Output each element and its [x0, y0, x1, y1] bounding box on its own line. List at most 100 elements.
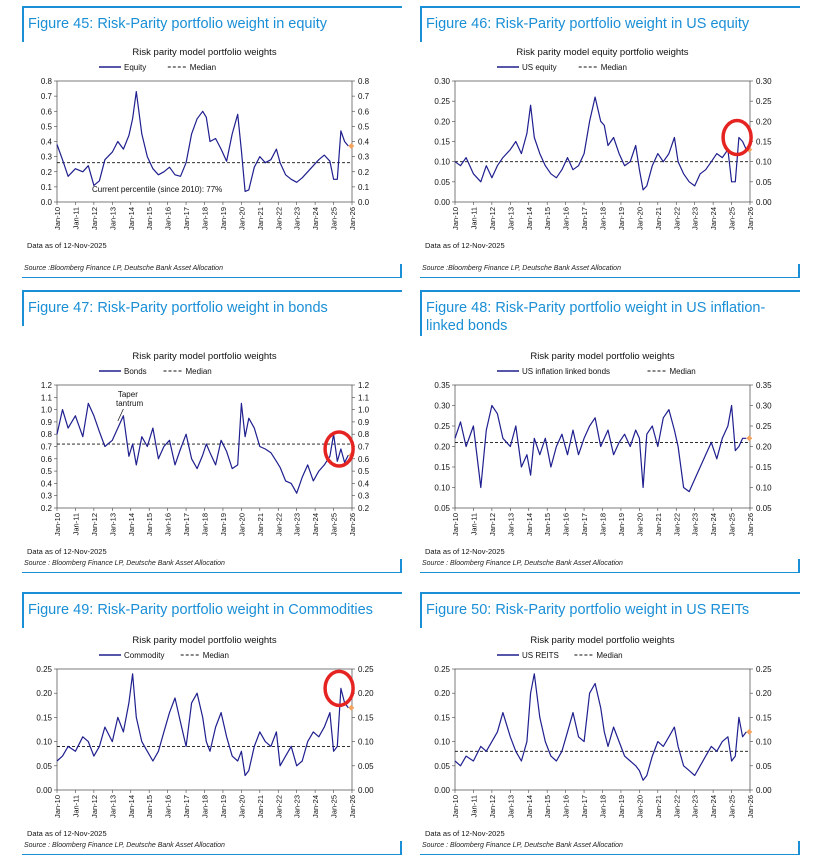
y-tick-label-right: 0.00: [358, 786, 374, 795]
source-rule: [420, 572, 800, 573]
y-tick-label-right: 0.05: [756, 762, 772, 771]
y-tick-label-right: 0.05: [756, 178, 772, 187]
x-tick-label: Jan-16: [562, 795, 571, 818]
y-tick-label-left: 0.5: [41, 467, 53, 476]
x-tick-label: Jan-24: [709, 795, 718, 818]
x-tick-label: Jan-20: [237, 207, 246, 230]
panel-left-rule: [420, 592, 422, 628]
highlight-circle: [721, 118, 753, 157]
chart-title: Risk parity model portfolio weights: [132, 47, 276, 58]
source-rule-tick: [400, 264, 402, 278]
y-tick-label-right: 0.10: [756, 738, 772, 747]
y-tick-label-left: 0.20: [434, 689, 450, 698]
x-tick-label: Jan-17: [580, 513, 589, 536]
y-tick-label-left: 0.10: [36, 738, 52, 747]
highlight-circle: [323, 669, 355, 708]
x-tick-label: Jan-24: [709, 513, 718, 536]
x-tick-label: Jan-15: [145, 795, 154, 818]
annotation-arrow: [117, 408, 124, 422]
series-line-bonds: [56, 402, 349, 494]
panel-left-rule: [22, 6, 24, 42]
x-tick-label: Jan-10: [451, 207, 460, 230]
y-tick-label-right: 0.7: [358, 92, 370, 101]
x-tick-label: Jan-11: [71, 795, 80, 817]
x-tick-label: Jan-25: [728, 795, 737, 818]
x-tick-label: Jan-13: [506, 207, 515, 230]
plot-frame: [454, 384, 751, 509]
legend-series-label: US equity: [522, 63, 557, 72]
y-tick-label-left: 0.20: [434, 443, 450, 452]
x-tick-label: Jan-21: [256, 795, 265, 818]
y-tick-label-right: 0.15: [756, 713, 772, 722]
x-tick-label: Jan-19: [617, 795, 626, 818]
legend-series-label: US inflation linked bonds: [522, 367, 610, 376]
y-tick-label-right: 0.10: [756, 484, 772, 493]
chart-svg: Risk parity model equity portfolio weigh…: [425, 47, 772, 250]
chart-svg: Risk parity model portfolio weights 0.2 0.…: [27, 351, 370, 556]
plot-frame: [454, 80, 751, 203]
figure-title: Figure 45: Risk-Parity portfolio weight …: [28, 16, 327, 32]
x-tick-label: Jan-26: [348, 513, 357, 536]
x-tick-label: Jan-21: [654, 207, 663, 230]
figure-title: Figure 50: Risk-Parity portfolio weight …: [426, 602, 750, 618]
panel-top-rule: [420, 6, 800, 8]
source-note: Source : Bloomberg Finance LP, Deutsche …: [24, 560, 225, 567]
last-value-marker: [746, 728, 753, 735]
x-tick-label: Jan-21: [256, 207, 265, 230]
y-tick-label-left: 0.35: [434, 381, 450, 390]
y-tick-label-right: 0.4: [358, 138, 370, 147]
x-tick-label: Jan-20: [635, 513, 644, 536]
y-tick-label-right: 0.15: [358, 713, 374, 722]
x-tick-label: Jan-24: [311, 795, 320, 818]
x-tick-label: Jan-13: [506, 513, 515, 536]
y-tick-label-left: 0.30: [434, 77, 450, 86]
x-tick-label: Jan-20: [635, 207, 644, 230]
y-tick-label-right: 0.2: [358, 504, 370, 513]
y-tick-label-right: 0.1: [358, 183, 370, 192]
figure-title: Figure 48: Risk-Parity portfolio weight …: [426, 300, 766, 334]
x-tick-label: Jan-12: [90, 207, 99, 230]
x-tick-label: Jan-15: [145, 513, 154, 536]
x-tick-label: Jan-10: [451, 513, 460, 536]
x-tick-label: Jan-22: [672, 513, 681, 536]
figure-panel-48: Figure 48: Risk-Parity portfolio weight …: [420, 290, 800, 576]
legend-median-label: Median: [186, 367, 212, 376]
data-as-of: Data as of 12-Nov-2025: [27, 241, 107, 250]
x-tick-label: Jan-24: [311, 207, 320, 230]
y-tick-label-right: 0.7: [358, 443, 370, 452]
x-tick-label: Jan-20: [635, 795, 644, 818]
x-tick-label: Jan-21: [256, 513, 265, 536]
y-tick-label-right: 0.3: [358, 492, 370, 501]
x-tick-label: Jan-17: [182, 795, 191, 818]
x-tick-label: Jan-26: [746, 795, 755, 818]
x-tick-label: Jan-20: [237, 795, 246, 818]
x-tick-label: Jan-14: [525, 513, 534, 536]
x-tick-label: Jan-10: [53, 207, 62, 230]
x-tick-label: Jan-19: [617, 513, 626, 536]
chart-svg: Risk parity model portfolio weights 0.05 0…: [425, 351, 772, 556]
data-as-of: Data as of 12-Nov-2025: [425, 241, 505, 250]
panel-top-rule: [22, 592, 402, 594]
source-rule-tick: [400, 841, 402, 855]
y-tick-label-left: 0.05: [36, 762, 52, 771]
x-tick-label: Jan-18: [599, 513, 608, 536]
x-tick-label: Jan-17: [580, 795, 589, 818]
y-tick-label-left: 0.4: [41, 138, 53, 147]
x-tick-label: Jan-10: [53, 795, 62, 818]
chart-annotation: tantrum: [116, 399, 143, 408]
x-tick-label: Jan-11: [469, 795, 478, 817]
x-tick-label: Jan-22: [672, 795, 681, 818]
x-tick-label: Jan-25: [728, 207, 737, 230]
legend-series-label: Equity: [124, 63, 146, 72]
source-rule-tick: [798, 559, 800, 573]
x-tick-label: Jan-16: [562, 513, 571, 536]
x-tick-label: Jan-13: [506, 795, 515, 818]
x-tick-label: Jan-15: [543, 513, 552, 536]
plot-frame: [56, 384, 353, 509]
x-tick-label: Jan-11: [71, 207, 80, 229]
x-tick-label: Jan-19: [617, 207, 626, 230]
y-tick-label-left: 0.10: [434, 484, 450, 493]
x-tick-label: Jan-21: [654, 513, 663, 536]
x-tick-label: Jan-11: [469, 207, 478, 229]
chart-title: Risk parity model portfolio weights: [132, 351, 276, 362]
